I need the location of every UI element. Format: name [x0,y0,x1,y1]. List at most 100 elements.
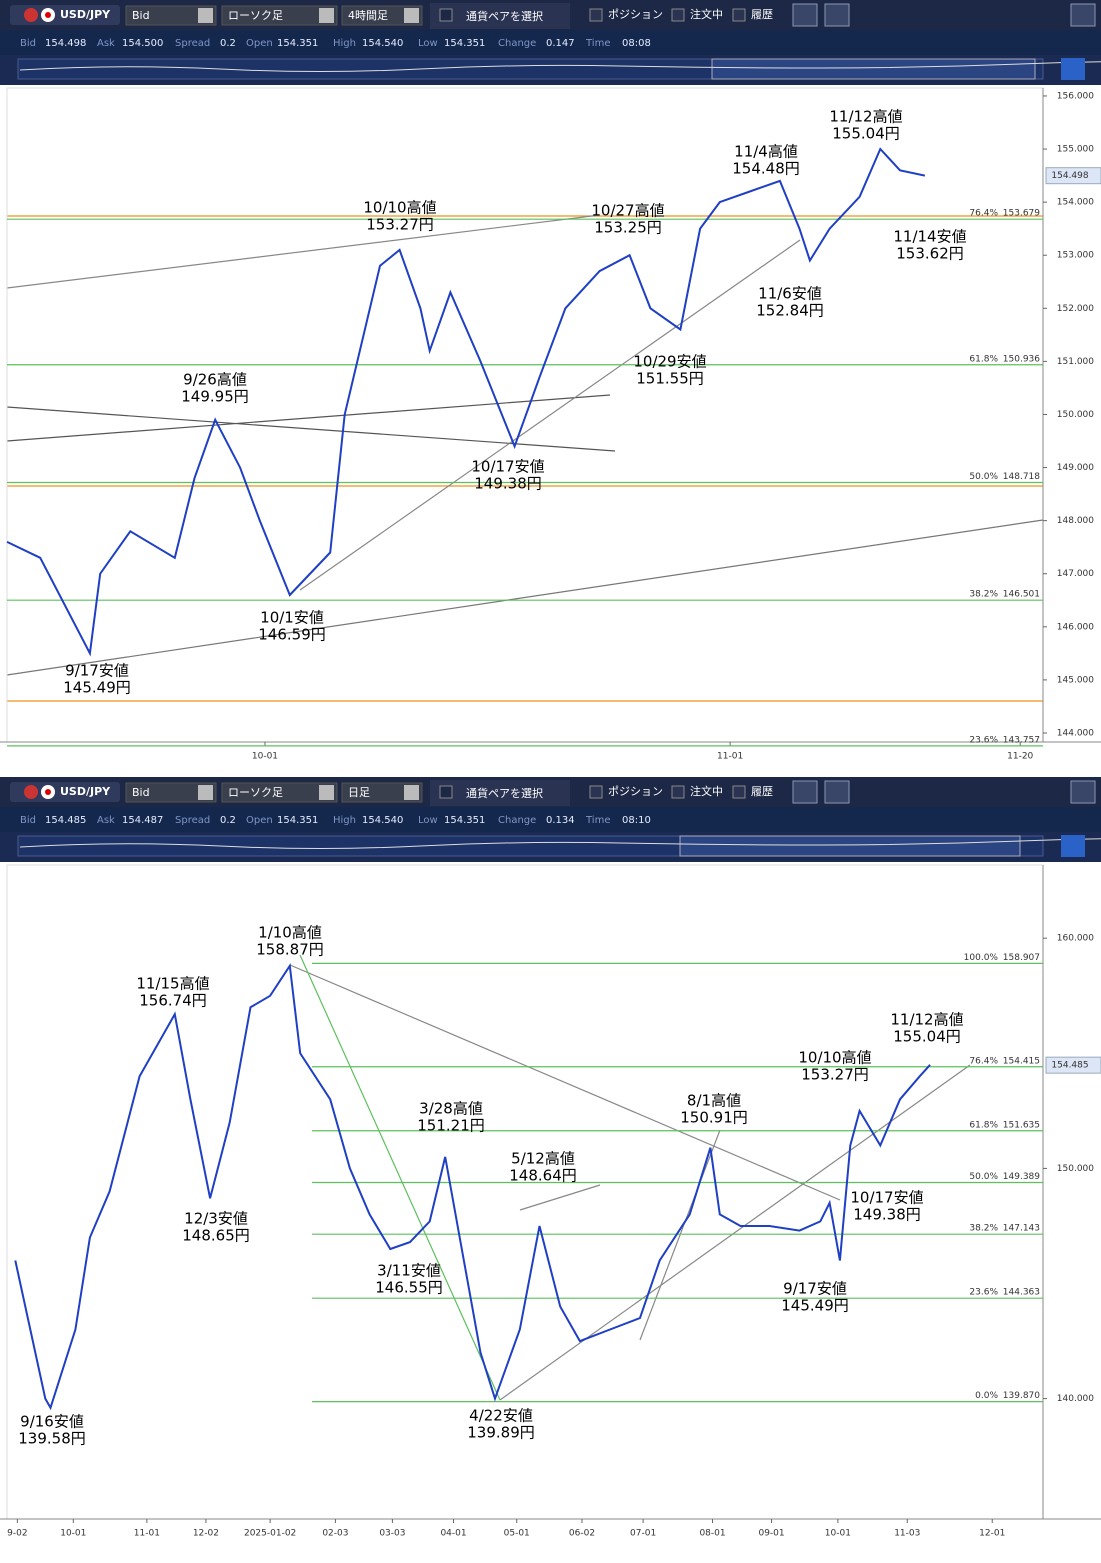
checkbox[interactable] [671,785,685,799]
y-tick-label: 146.000 [1057,622,1094,632]
flag-us [24,785,38,799]
navigator-window [679,835,1021,857]
x-tick-label: 11-20 [1007,752,1033,762]
pair-box[interactable] [10,5,120,25]
annotation-price: 151.55円 [636,370,704,388]
annotation-label: 3/28高値 [419,1100,483,1118]
dropdown-arrow [404,8,419,23]
info-value: 154.351 [277,815,318,826]
dropdown[interactable] [125,5,217,26]
info-value: 154.500 [122,38,163,49]
info-label: Ask [97,38,115,49]
x-tick-label: 04-01 [440,1529,466,1539]
annotation-price: 149.38円 [853,1206,921,1224]
trend-line [519,1184,601,1211]
fib-price: 158.907 [1003,953,1040,963]
checkbox[interactable] [732,785,746,799]
current-price-tag [1045,167,1101,185]
fib-ratio: 76.4% [969,1056,998,1066]
annotation-label: 11/12高値 [829,108,902,126]
info-label: Open [246,38,273,49]
fib-price: 150.936 [1003,354,1040,364]
x-tick-label: 11-01 [134,1529,160,1539]
current-price-tag [1045,1056,1101,1074]
tool-button[interactable] [792,780,818,804]
x-tick-label: 02-03 [322,1529,348,1539]
annotation-label: 9/26高値 [183,371,247,389]
checkbox-label: ポジション [608,8,663,21]
dropdown[interactable] [341,5,423,26]
dropdown-value: ローソク足 [228,786,283,799]
fib-price: 143.757 [1003,735,1040,745]
annotation-label: 10/29安値 [633,353,706,371]
pair-box[interactable] [10,782,120,802]
dropdown-arrow [404,785,419,800]
annotation-label: 1/10高値 [258,924,322,942]
checkbox[interactable] [589,785,603,799]
dropdown-arrow [319,8,334,23]
dropdown[interactable] [341,782,423,803]
annotation-label: 10/17安値 [471,458,544,476]
fib-price: 148.718 [1003,472,1040,482]
pair-select[interactable] [430,3,570,29]
y-tick-label: 147.000 [1057,569,1094,579]
info-value: 154.351 [277,38,318,49]
tool-button[interactable] [792,3,818,27]
tool-button[interactable] [824,3,850,27]
info-label: Change [498,815,536,826]
fib-ratio: 100.0% [964,953,999,963]
info-value: 154.351 [444,38,485,49]
annotation-price: 153.27円 [801,1066,869,1084]
fib-ratio: 76.4% [969,209,998,219]
annotation-price: 151.21円 [417,1117,485,1135]
dropdown-value: 4時間足 [348,9,388,22]
tool-button[interactable] [1070,780,1096,804]
annotation-price: 150.91円 [680,1109,748,1127]
dropdown-value: Bid [132,786,150,799]
annotation-label: 9/17安値 [65,662,129,680]
pair-select-label: 通貨ペアを選択 [466,9,543,23]
navigator-button[interactable] [1061,835,1085,857]
fib-price: 154.415 [1003,1056,1040,1066]
price-line [6,147,926,657]
pair: USD/JPY [60,785,111,798]
annotation-label: 4/22安値 [469,1407,533,1425]
trend-line [6,519,1044,676]
tool-button[interactable] [1070,3,1096,27]
navigator-button[interactable] [1061,58,1085,80]
checkbox-label: ポジション [608,785,663,798]
trend-line [299,239,801,591]
annotation-price: 155.04円 [893,1028,961,1046]
annotation-label: 11/15高値 [136,975,209,993]
fib-ratio: 50.0% [969,1172,998,1182]
fib-ratio: 38.2% [969,590,998,600]
dropdown[interactable] [221,5,338,26]
fib-price: 144.363 [1003,1288,1040,1298]
dropdown-value: ローソク足 [228,9,283,22]
dropdown[interactable] [221,782,338,803]
y-tick-label: 144.000 [1057,728,1094,738]
annotation-label: 10/17安値 [850,1189,923,1207]
info-label: High [333,815,356,826]
fib-price: 149.389 [1003,1172,1040,1182]
checkbox-label: 履歴 [751,8,773,21]
checkbox-label: 履歴 [751,785,773,798]
info-label: Time [585,815,610,826]
y-tick-label: 145.000 [1057,675,1094,685]
tool-button[interactable] [824,780,850,804]
dropdown[interactable] [125,782,217,803]
checkbox[interactable] [732,8,746,22]
annotation-label: 11/6安値 [758,285,822,303]
x-tick-label: 07-01 [630,1529,656,1539]
pair-select[interactable] [430,780,570,806]
trend-line [289,964,841,1201]
pair: USD/JPY [60,8,111,21]
info-value: 0.134 [546,815,575,826]
checkbox[interactable] [589,8,603,22]
annotation-price: 146.59円 [258,626,326,644]
annotation-price: 148.64円 [509,1167,577,1185]
dropdown-value: Bid [132,9,150,22]
y-tick-label: 153.000 [1057,251,1094,261]
checkbox[interactable] [671,8,685,22]
